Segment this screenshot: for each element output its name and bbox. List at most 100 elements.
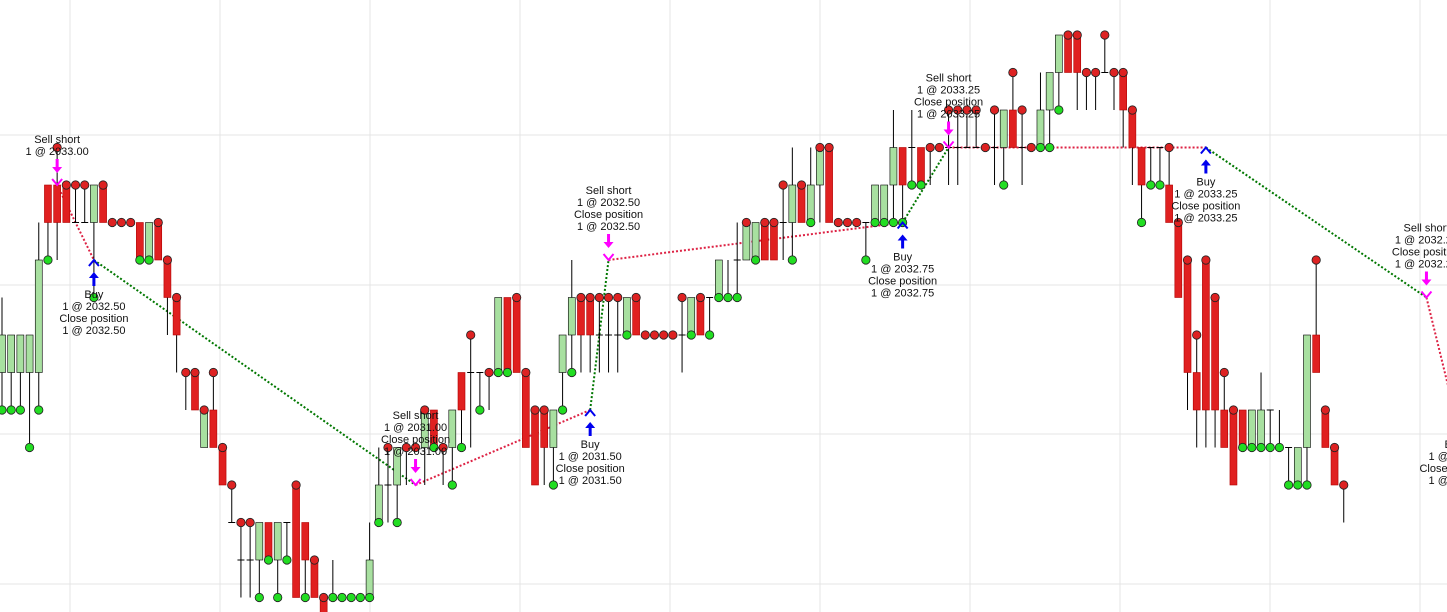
stop-dot-green — [364, 592, 375, 603]
stop-dot-green — [557, 405, 568, 415]
stop-dot-green — [1302, 480, 1312, 490]
trade-label: 1 @ 2031.50 — [559, 451, 622, 463]
sell-entry-marker — [1420, 290, 1433, 300]
stop-dot-green — [1155, 180, 1165, 190]
candle-down — [1202, 259, 1210, 411]
stop-dot-green — [879, 217, 889, 228]
stop-dot-green — [1054, 105, 1064, 115]
stop-dot-red — [1339, 480, 1349, 490]
stop-dot-red — [1201, 255, 1211, 265]
candle-down — [522, 372, 530, 448]
candle-down — [1312, 334, 1320, 373]
candle-down — [1183, 259, 1192, 373]
stop-dot-red — [309, 555, 320, 565]
stop-dot-red — [980, 142, 990, 153]
stop-dot-green — [34, 405, 44, 415]
stop-dot-red — [695, 292, 706, 303]
stop-dot-green — [548, 480, 559, 490]
trade-label: Close position — [1419, 463, 1447, 475]
trade-label: 1 @ 2033.25 — [917, 109, 980, 121]
sell-entry-marker — [409, 478, 422, 487]
candle-up — [742, 222, 751, 261]
trade-label: 1 @ 2032.25 — [1395, 259, 1447, 271]
trade-label: 1 @ 2032.50 — [577, 221, 640, 233]
trade-label: 1 @ 2031.00 — [384, 446, 447, 458]
buy-arrow-icon — [1200, 159, 1211, 174]
stop-dot-red — [52, 142, 62, 153]
trade-label: Buy — [1196, 177, 1215, 189]
stop-dot-red — [181, 367, 191, 378]
stop-dot-red — [98, 180, 108, 190]
stop-dot-green — [1238, 442, 1248, 453]
candle-down — [825, 147, 833, 223]
stop-dot-red — [943, 105, 954, 115]
candle-up — [558, 334, 567, 373]
stop-dot-red — [61, 180, 71, 190]
stop-dot-green — [456, 442, 467, 453]
stop-dot-red — [1219, 367, 1229, 378]
stop-dot-green — [447, 480, 457, 490]
stop-dot-red — [410, 442, 421, 453]
stop-dot-red — [852, 217, 862, 228]
trade-label: 1 @ 2031.50 — [559, 475, 622, 487]
stop-dot-green — [888, 217, 899, 228]
candle-up — [549, 409, 558, 448]
candle-up — [1036, 109, 1045, 148]
candle-up — [25, 334, 34, 373]
stop-dot-green — [24, 442, 35, 453]
stop-dot-red — [291, 480, 301, 490]
trade-label: 1 @ 2033.25 — [1174, 189, 1237, 201]
stop-dot-red — [208, 367, 218, 378]
candle-down — [1220, 409, 1229, 448]
stop-dot-red — [576, 292, 586, 303]
stop-dot-green — [0, 405, 7, 415]
stop-dot-red — [217, 442, 228, 453]
trade-label: Sell short — [926, 73, 972, 85]
candle-up — [393, 447, 401, 486]
candle-up — [1045, 72, 1054, 111]
candle-down — [99, 184, 107, 223]
candle-down — [917, 147, 925, 186]
candle-down — [264, 522, 273, 561]
stop-dot-red — [659, 330, 669, 340]
stop-dot-red — [401, 442, 411, 453]
candle-down — [301, 522, 310, 561]
candle-up — [448, 409, 457, 448]
stop-dot-red — [1109, 67, 1119, 78]
trade-label: Buy — [84, 289, 103, 301]
candle-up — [871, 184, 879, 223]
stop-dot-red — [190, 367, 200, 378]
candle-up — [34, 259, 43, 373]
stop-dot-red — [1228, 405, 1239, 415]
candle-down — [770, 222, 778, 261]
stop-dot-red — [521, 367, 531, 378]
candle-down — [191, 372, 199, 411]
stop-dot-red — [199, 405, 209, 415]
stop-dot-red — [668, 330, 678, 340]
stop-dot-green — [346, 592, 356, 603]
candle-up — [889, 147, 898, 186]
candle-up — [1248, 409, 1256, 448]
candle-down — [586, 297, 594, 336]
trade-label: Sell short — [1404, 223, 1447, 235]
stop-dot-green — [1284, 480, 1294, 490]
stop-dot-red — [640, 330, 650, 340]
stop-dot-red — [1173, 217, 1183, 228]
candle-down — [209, 409, 218, 448]
stop-dot-red — [594, 292, 604, 303]
stop-dot-red — [1118, 67, 1128, 78]
candle-up — [145, 222, 153, 261]
stop-dot-red — [1026, 142, 1036, 153]
candles — [0, 34, 1348, 612]
buy-entry-marker — [584, 408, 596, 417]
stop-dot-green — [686, 330, 696, 340]
candle-down — [310, 559, 319, 598]
stop-dot-green — [1265, 442, 1275, 453]
candle-up — [1257, 409, 1265, 448]
stop-dot-red — [116, 217, 127, 228]
candle-down — [1073, 34, 1082, 73]
stop-dot-green — [622, 330, 632, 340]
stop-dot-red — [613, 292, 623, 303]
stop-dot-red — [842, 217, 853, 228]
candle-up — [273, 522, 282, 561]
